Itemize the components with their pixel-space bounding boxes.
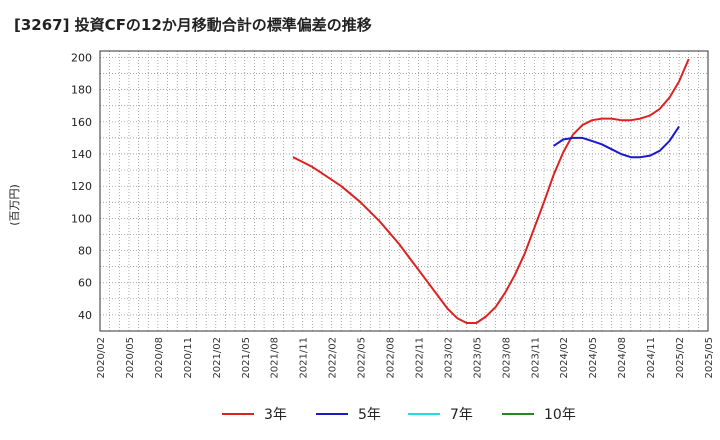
- y-tick-label: 160: [71, 116, 92, 129]
- x-tick-label: 2020/02: [96, 337, 107, 379]
- legend: 3年 5年 7年 10年: [222, 407, 576, 423]
- legend-label: 10年: [544, 407, 576, 423]
- x-tick-label: 2020/08: [154, 337, 165, 379]
- y-tick-label: 80: [78, 245, 92, 258]
- x-tick-label: 2024/11: [646, 337, 657, 379]
- x-tick-label: 2020/11: [183, 337, 194, 379]
- x-tick-label: 2023/05: [472, 337, 483, 379]
- grid-lines: [99, 51, 709, 332]
- x-tick-label: 2023/08: [501, 337, 512, 379]
- y-axis-ticks: 40 60 80 100 120 140 160 180 200: [71, 51, 92, 321]
- x-tick-label: 2024/05: [588, 337, 599, 379]
- x-tick-label: 2020/05: [125, 337, 136, 379]
- x-tick-label: 2025/05: [704, 337, 715, 379]
- x-axis-ticks: 2020/02 2020/05 2020/08 2020/11 2021/02 2021/…: [96, 337, 715, 379]
- x-tick-label: 2021/11: [299, 337, 310, 379]
- chart-title: [3267] 投資CFの12か月移動合計の標準偏差の推移: [14, 16, 372, 34]
- x-tick-label: 2022/05: [357, 337, 368, 379]
- y-tick-label: 200: [71, 51, 92, 64]
- plot-frame: [99, 50, 709, 332]
- legend-label: 3年: [264, 407, 287, 423]
- x-tick-label: 2025/02: [675, 337, 686, 379]
- x-tick-label: 2021/02: [212, 337, 223, 379]
- x-tick-label: 2024/08: [617, 337, 628, 379]
- x-tick-label: 2023/02: [443, 337, 454, 379]
- x-tick-label: 2022/11: [414, 337, 425, 379]
- legend-label: 7年: [450, 407, 473, 423]
- x-tick-label: 2022/08: [386, 337, 397, 379]
- x-tick-label: 2023/11: [530, 337, 541, 379]
- series-line-0: [292, 58, 690, 324]
- y-tick-label: 100: [71, 212, 92, 225]
- series-lines: [292, 58, 690, 324]
- y-tick-label: 140: [71, 148, 92, 161]
- x-tick-label: 2024/02: [559, 337, 570, 379]
- legend-label: 5年: [358, 407, 381, 423]
- y-tick-label: 60: [78, 277, 92, 290]
- y-tick-label: 120: [71, 180, 92, 193]
- x-tick-label: 2021/05: [241, 337, 252, 379]
- series-line-1: [553, 126, 680, 159]
- x-tick-label: 2022/02: [328, 337, 339, 379]
- y-tick-label: 40: [78, 309, 92, 322]
- y-axis-label: (百万円): [8, 184, 21, 226]
- y-tick-label: 180: [71, 84, 92, 97]
- x-tick-label: 2021/08: [270, 337, 281, 379]
